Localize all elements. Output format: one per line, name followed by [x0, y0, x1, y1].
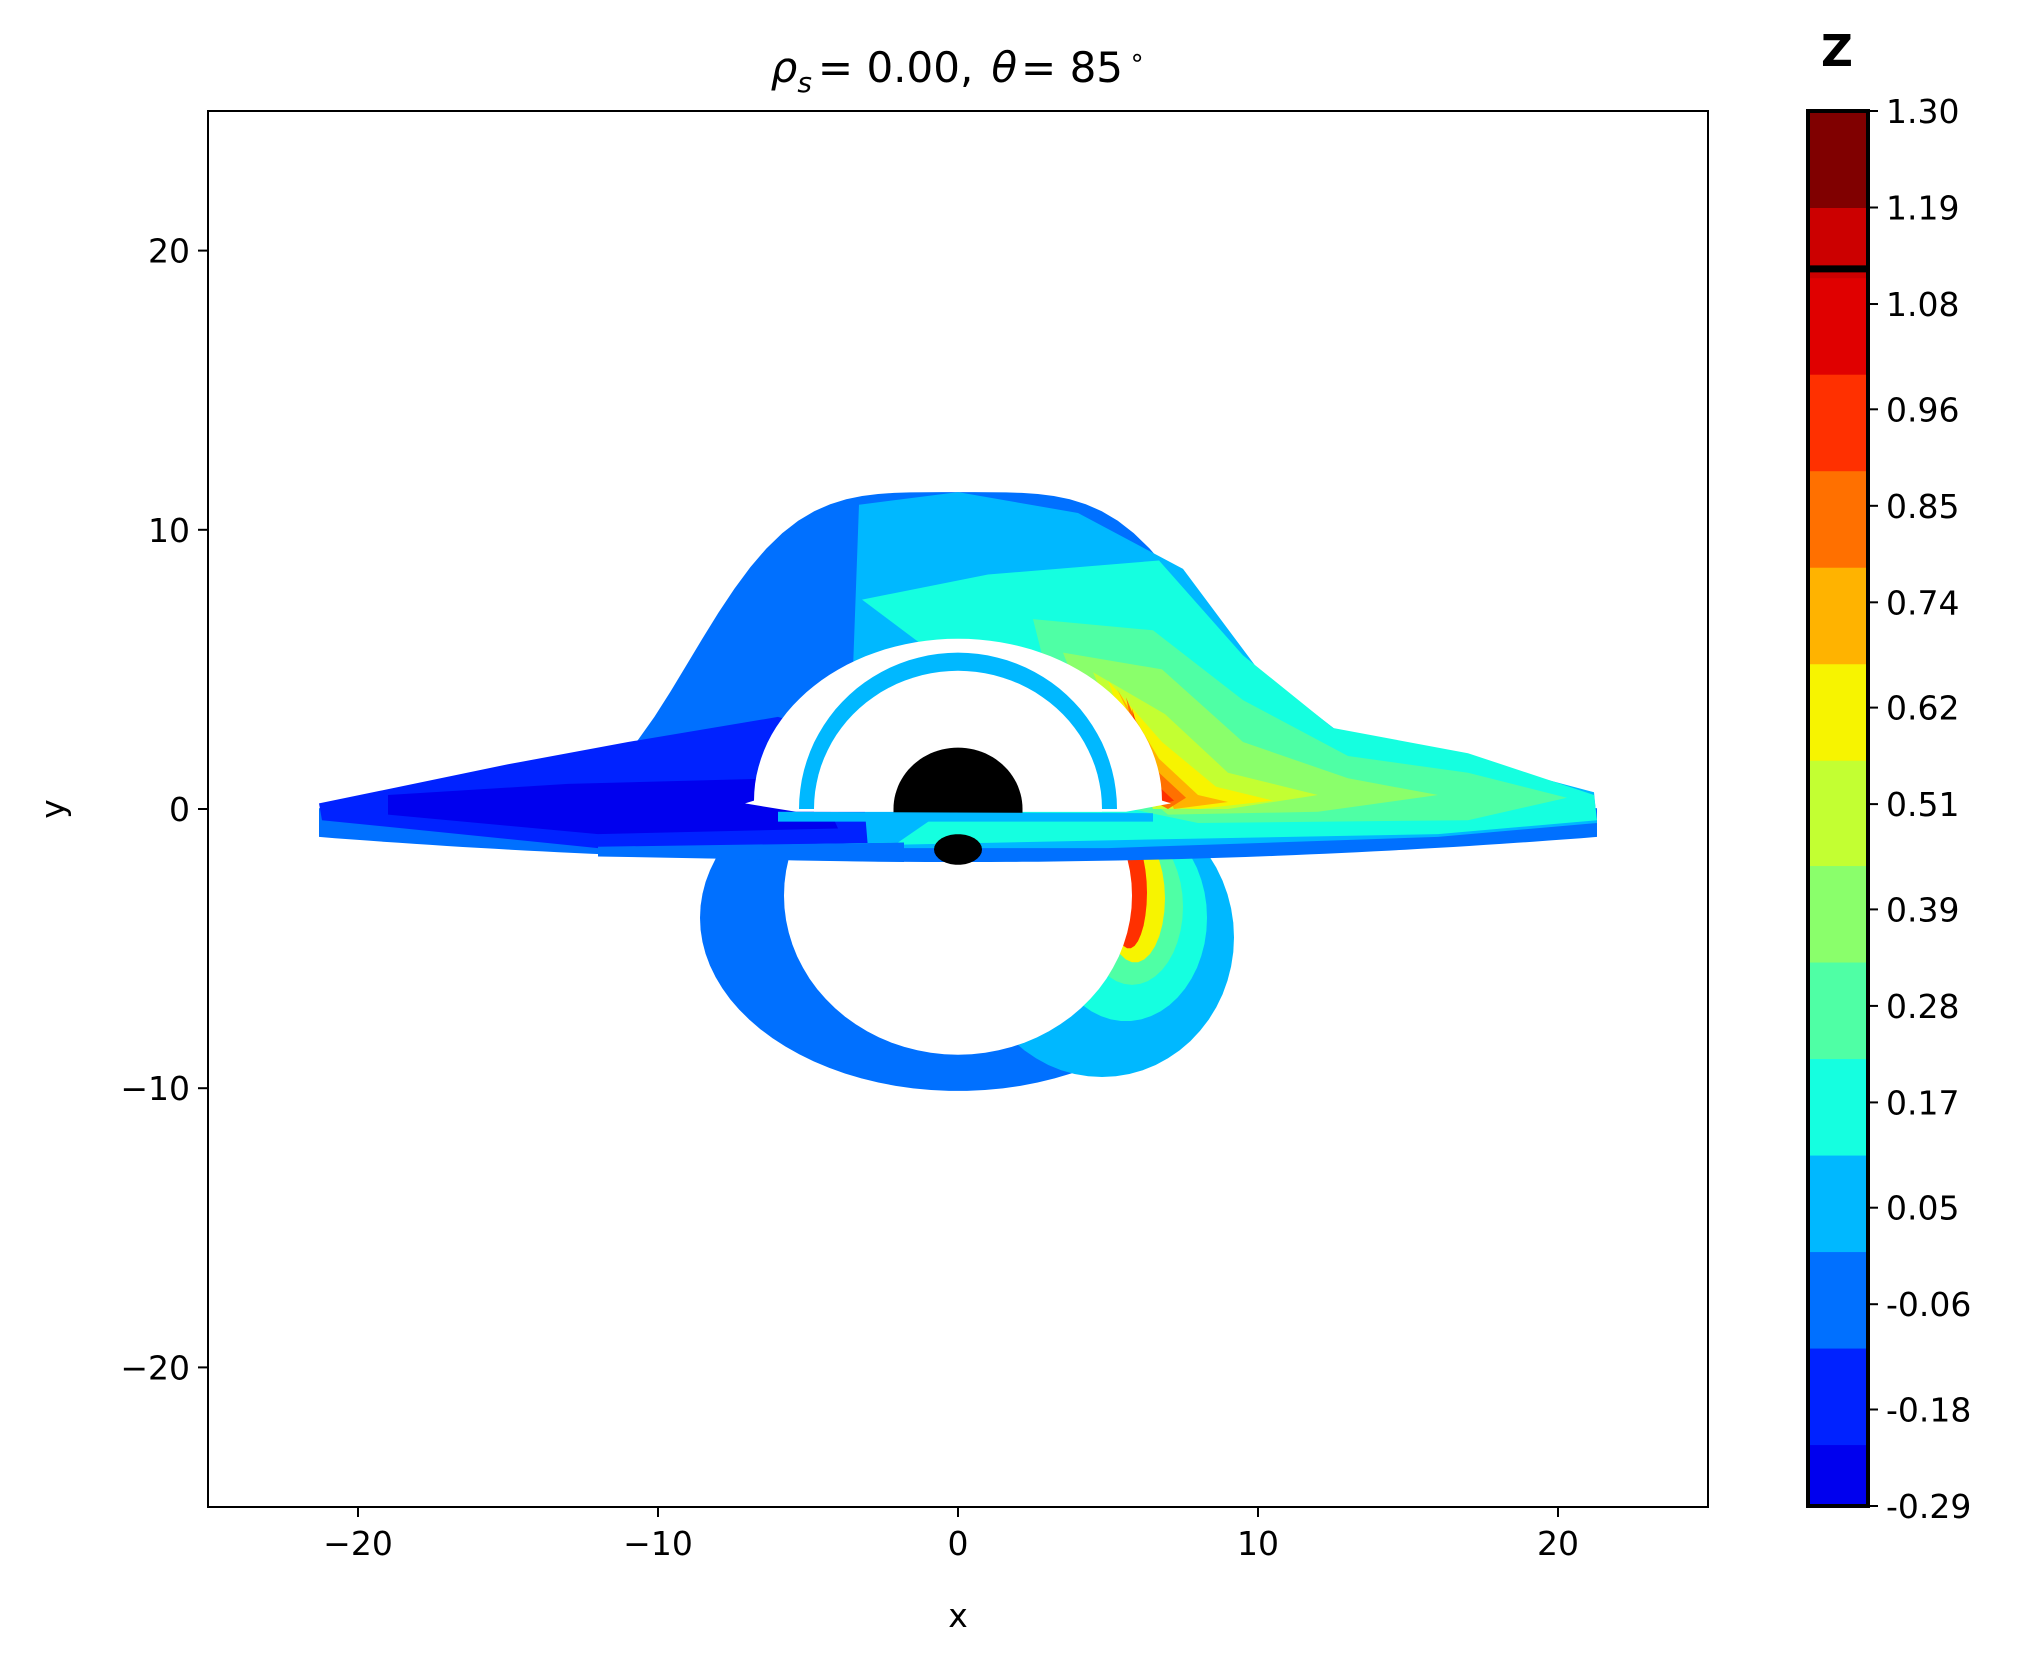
colorbar-band: [1808, 663, 1868, 761]
colorbar-band: [1808, 760, 1868, 867]
y-tick-label: −20: [120, 1348, 190, 1387]
shadow-lower-sliver: [934, 834, 982, 865]
shadow: [893, 747, 1023, 815]
y-tick-label: 0: [169, 790, 190, 829]
colorbar-band: [1808, 1251, 1868, 1349]
x-tick-label: 10: [1237, 1524, 1279, 1563]
colorbar-tick-label: 0.51: [1886, 785, 1959, 824]
colorbar-tick-label: 1.30: [1886, 92, 1959, 131]
colorbar-tick-label: 1.19: [1886, 189, 1959, 228]
colorbar-band: [1808, 277, 1868, 375]
colorbar-band: [1808, 1155, 1868, 1253]
colorbar-band: [1808, 567, 1868, 665]
disk-right-orange: [1117, 688, 1228, 809]
x-tick-label: 0: [948, 1524, 969, 1563]
y-tick-label: 10: [148, 511, 190, 550]
y-axis-ticks: −20 −10 0 10 20: [120, 232, 208, 1387]
colorbar-tick-label: 0.05: [1886, 1189, 1959, 1228]
disk-left-deep: [388, 778, 838, 835]
chart-title: ρs = 0.00, θ= 85 ∘: [771, 43, 1146, 99]
y-axis-label: y: [33, 799, 72, 819]
colorbar-tick-label: 0.17: [1886, 1083, 1959, 1122]
colorbar-tick-label: -0.29: [1886, 1487, 1971, 1526]
colorbar-band: [1808, 962, 1868, 1060]
colorbar-tick-label: -0.18: [1886, 1390, 1971, 1429]
colorbar-frame: [1806, 109, 1870, 1508]
colorbar-tick-label: 0.62: [1886, 689, 1959, 728]
colorbar-tick-label: 0.96: [1886, 390, 1959, 429]
colorbar-tick-label: -0.06: [1886, 1285, 1971, 1324]
colorbar-tick-label: 0.28: [1886, 987, 1959, 1026]
colorbar-band: [1808, 1444, 1868, 1507]
x-tick-label: 20: [1537, 1524, 1579, 1563]
x-tick-label: −20: [323, 1524, 393, 1563]
colorbar-band: [1808, 1058, 1868, 1156]
colorbar-tick-label: 0.85: [1886, 487, 1959, 526]
colorbar-band: [1808, 374, 1868, 472]
colorbar-band: [1808, 470, 1868, 568]
colorbar-band: [1808, 1348, 1868, 1446]
colorbar-band: [1808, 111, 1868, 209]
colorbar-tick-label: 1.08: [1886, 285, 1959, 324]
colorbar-tick-label: 0.39: [1886, 890, 1959, 929]
colorbar-tick-label: 0.74: [1886, 583, 1959, 622]
x-axis-label: x: [948, 1596, 968, 1635]
y-tick-label: −10: [120, 1069, 190, 1108]
x-axis-ticks: −20 −10 0 10 20: [323, 1507, 1579, 1563]
colorbar: -0.29 -0.18 -0.06 0.05 0.17 0.28 0.39 0.51 0.62 0…: [1806, 92, 1971, 1526]
colorbar-title: Z: [1821, 26, 1853, 77]
colorbar-band: [1808, 865, 1868, 963]
x-tick-label: −10: [623, 1524, 693, 1563]
disk-front-left: [598, 842, 904, 862]
black-hole-image: [319, 492, 1597, 1091]
ring-interior: [814, 670, 1102, 812]
y-tick-label: 20: [148, 232, 190, 271]
disk-front-strip: [778, 811, 1153, 822]
